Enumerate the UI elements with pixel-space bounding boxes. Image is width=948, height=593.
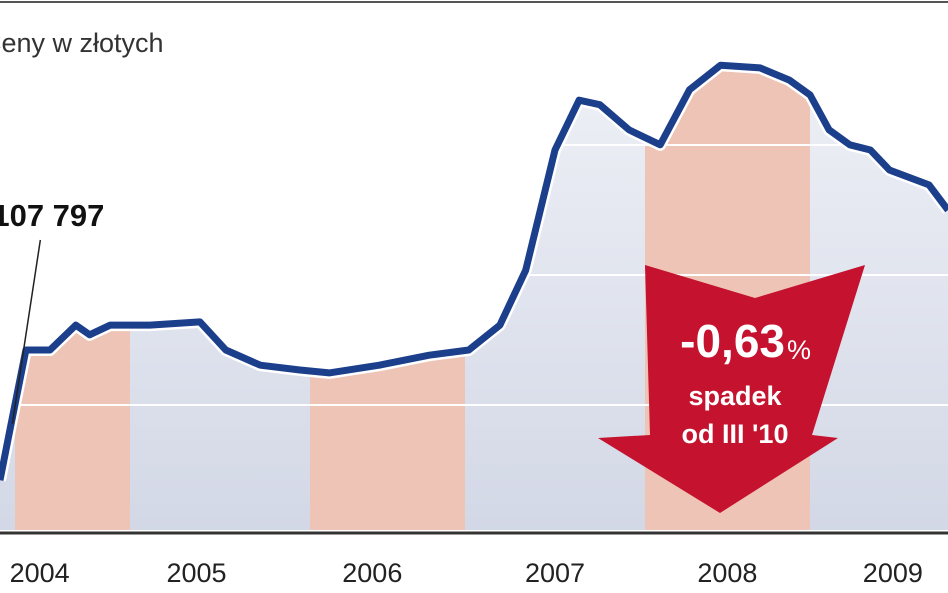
label-pointer [11, 239, 42, 425]
x-tick-label: 2007 [525, 558, 585, 588]
down-arrow [598, 265, 865, 513]
x-tick-label: 2009 [863, 558, 923, 588]
annotation-line1: spadek [688, 381, 782, 411]
line [0, 61, 948, 481]
x-tick-label: 2006 [342, 558, 402, 588]
chart-subtitle: Ceny w złotych [0, 28, 164, 58]
annotation-line2: od III '10 [682, 419, 789, 449]
x-tick-label: 2005 [166, 558, 226, 588]
change-unit: % [787, 335, 811, 365]
x-tick-label: 2004 [10, 558, 70, 588]
x-tick-label: 2008 [697, 558, 757, 588]
value-label: 107 797 [0, 198, 104, 233]
change-value: -0,63 [680, 315, 785, 367]
